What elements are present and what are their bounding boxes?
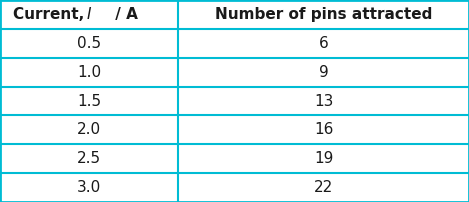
Text: 6: 6 (319, 36, 328, 51)
Text: 3.0: 3.0 (77, 180, 101, 195)
Text: 22: 22 (314, 180, 333, 195)
Text: Number of pins attracted: Number of pins attracted (215, 7, 432, 22)
Text: 19: 19 (314, 151, 333, 166)
Text: / A: / A (89, 7, 138, 22)
Text: 0.5: 0.5 (77, 36, 101, 51)
Text: Current,: Current, (13, 7, 89, 22)
Text: $\mathbf{\it{I}}$: $\mathbf{\it{I}}$ (86, 6, 92, 22)
Text: 1.5: 1.5 (77, 94, 101, 108)
Text: 9: 9 (319, 65, 328, 80)
Text: 2.5: 2.5 (77, 151, 101, 166)
Text: 13: 13 (314, 94, 333, 108)
Text: 1.0: 1.0 (77, 65, 101, 80)
Text: 16: 16 (314, 122, 333, 137)
Text: 2.0: 2.0 (77, 122, 101, 137)
